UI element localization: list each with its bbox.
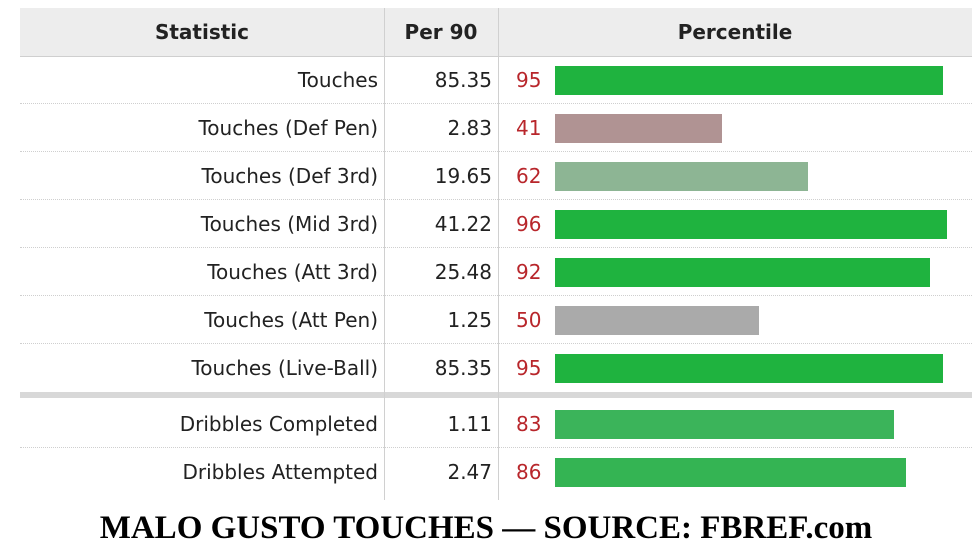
percentile-value: 95 [516, 356, 542, 380]
percentile-value: 96 [516, 212, 542, 236]
percentile-value: 62 [516, 164, 542, 188]
statistic-label: Touches (Def Pen) [198, 116, 378, 140]
column-divider [498, 8, 499, 500]
table-row: Touches (Att 3rd) 25.48 92 [20, 248, 972, 296]
statistic-label: Touches (Live-Ball) [191, 356, 378, 380]
percentile-table: Statistic Per 90 Percentile Touches 85.35… [20, 8, 972, 500]
header-per90: Per 90 [404, 20, 478, 44]
statistic-label: Touches (Att Pen) [204, 308, 378, 332]
table-header: Statistic Per 90 Percentile [20, 8, 972, 57]
percentile-bar [555, 306, 759, 335]
row-divider [20, 103, 972, 104]
percentile-value: 50 [516, 308, 542, 332]
header-percentile: Percentile [677, 20, 793, 44]
table-row: Dribbles Completed 1.11 83 [20, 400, 972, 448]
percentile-value: 86 [516, 460, 542, 484]
row-divider [20, 151, 972, 152]
row-divider [20, 343, 972, 344]
percentile-bar [555, 410, 894, 439]
table-row: Dribbles Attempted 2.47 86 [20, 448, 972, 496]
statistic-label: Touches (Att 3rd) [207, 260, 378, 284]
header-statistic: Statistic [154, 20, 250, 44]
percentile-bar [555, 354, 943, 383]
per90-value: 25.48 [434, 260, 492, 284]
per90-value: 85.35 [434, 356, 492, 380]
percentile-value: 95 [516, 68, 542, 92]
percentile-bar [555, 114, 722, 143]
per90-value: 1.25 [447, 308, 492, 332]
column-divider [384, 8, 385, 500]
table-row: Touches (Att Pen) 1.25 50 [20, 296, 972, 344]
percentile-bar [555, 458, 906, 487]
statistic-label: Dribbles Attempted [182, 460, 378, 484]
percentile-bar [555, 258, 930, 287]
table-row: Touches (Def Pen) 2.83 41 [20, 104, 972, 152]
table-row: Touches (Def 3rd) 19.65 62 [20, 152, 972, 200]
per90-value: 2.47 [447, 460, 492, 484]
row-divider [20, 199, 972, 200]
statistic-label: Touches (Def 3rd) [201, 164, 378, 188]
table-row: Touches 85.35 95 [20, 56, 972, 104]
statistic-label: Dribbles Completed [179, 412, 378, 436]
statistic-label: Touches [297, 68, 378, 92]
statistic-label: Touches (Mid 3rd) [200, 212, 378, 236]
table-row: Touches (Mid 3rd) 41.22 96 [20, 200, 972, 248]
per90-value: 85.35 [434, 68, 492, 92]
per90-value: 1.11 [447, 412, 492, 436]
per90-value: 41.22 [434, 212, 492, 236]
percentile-bar [555, 210, 947, 239]
row-divider [20, 247, 972, 248]
percentile-value: 41 [516, 116, 542, 140]
row-divider [20, 447, 972, 448]
table-row: Touches (Live-Ball) 85.35 95 [20, 344, 972, 392]
chart-caption: MALO GUSTO TOUCHES — SOURCE: FBREF.com [99, 510, 873, 546]
group-separator [20, 392, 972, 398]
percentile-value: 83 [516, 412, 542, 436]
percentile-bar [555, 66, 943, 95]
percentile-value: 92 [516, 260, 542, 284]
per90-value: 2.83 [447, 116, 492, 140]
per90-value: 19.65 [434, 164, 492, 188]
percentile-bar [555, 162, 808, 191]
row-divider [20, 295, 972, 296]
